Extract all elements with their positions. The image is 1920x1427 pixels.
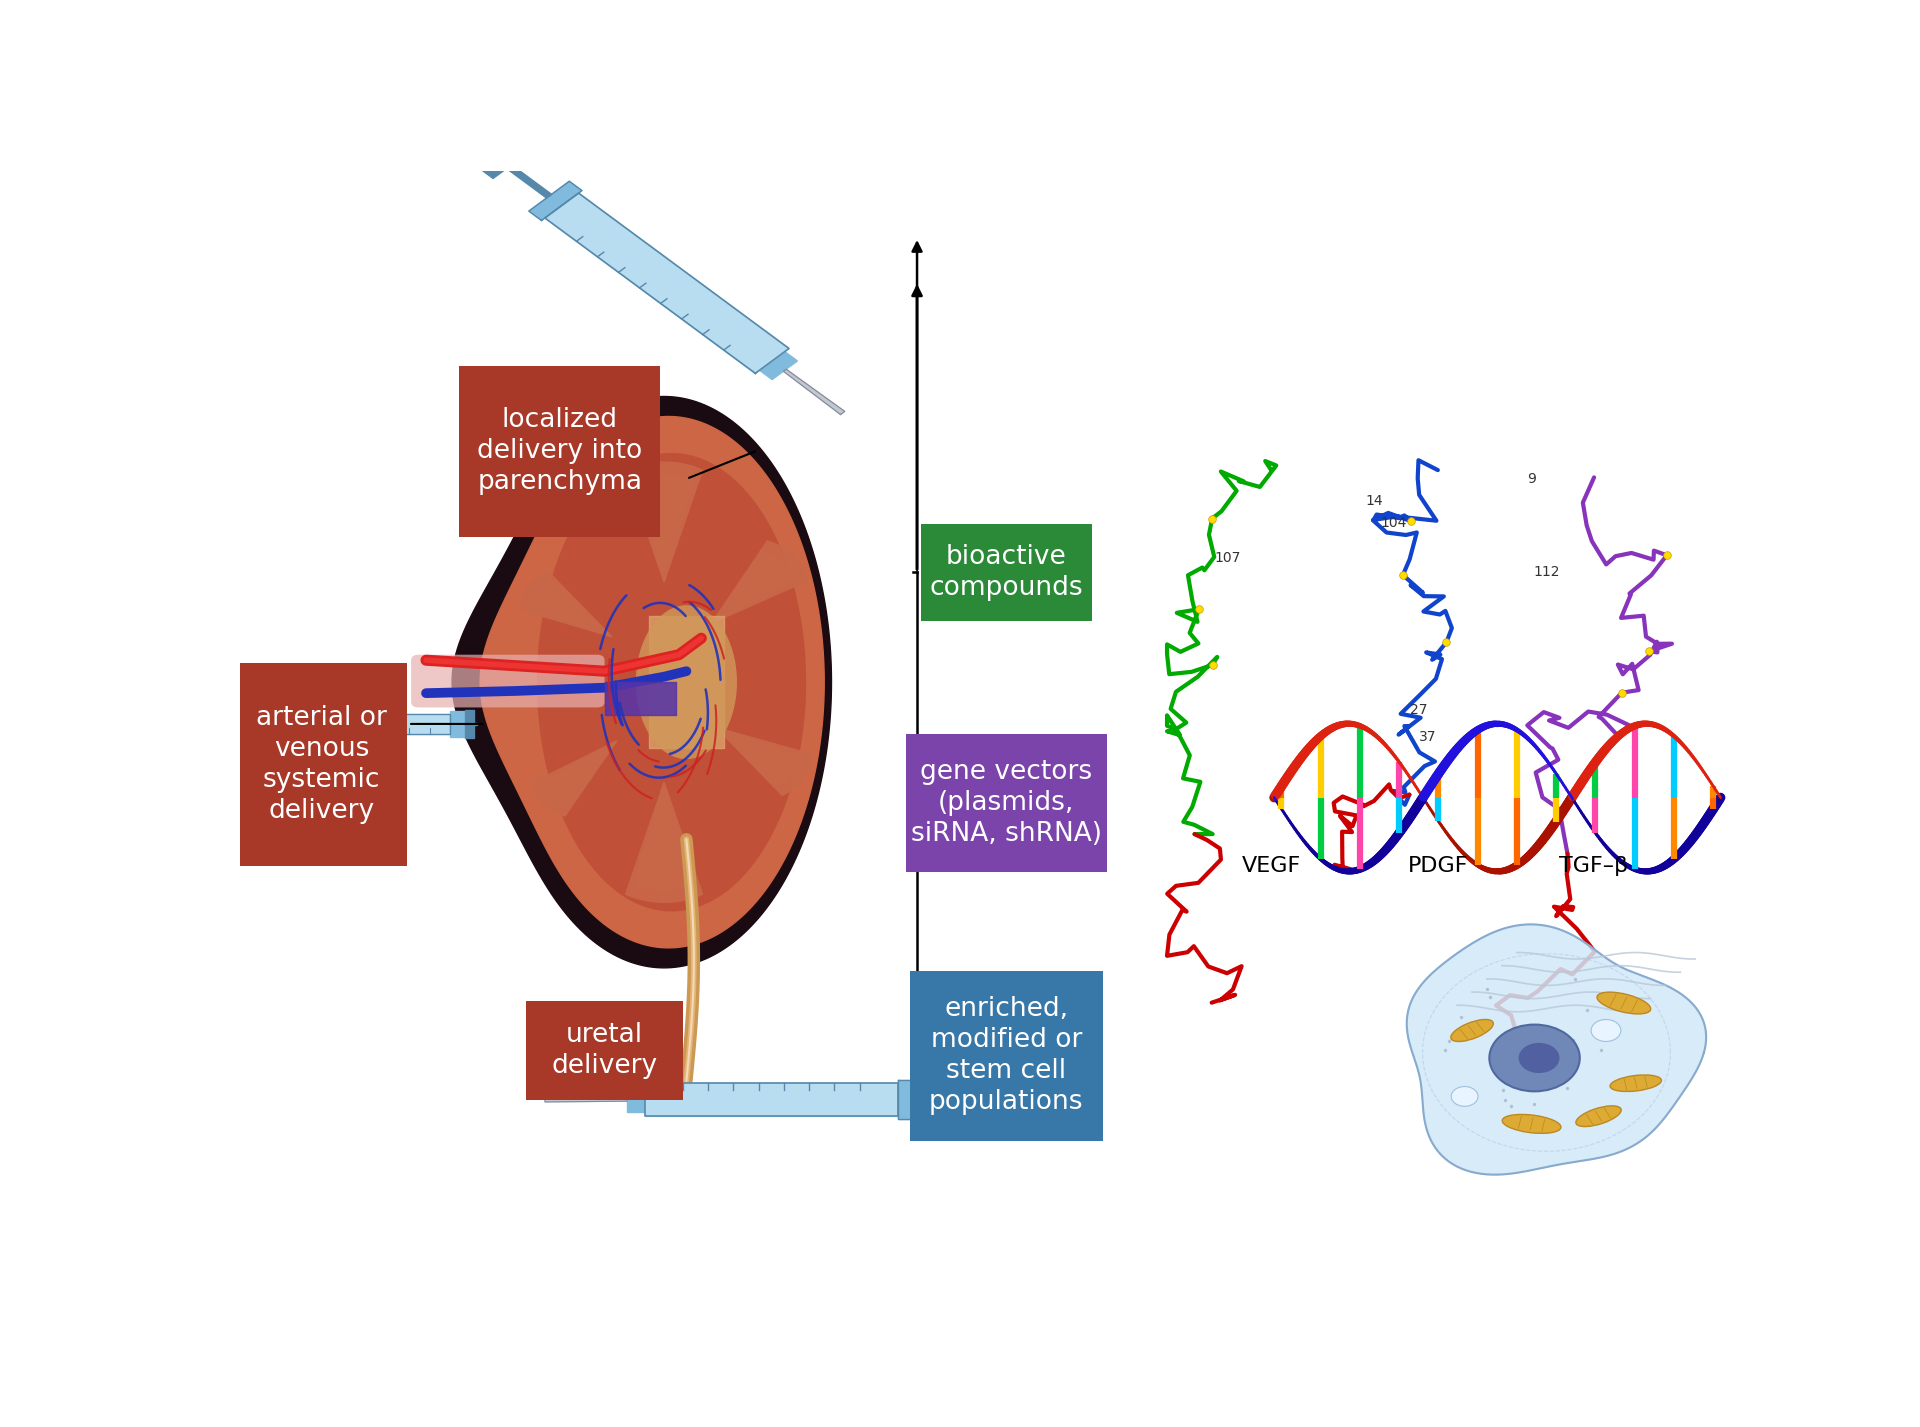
Polygon shape (626, 462, 703, 582)
Polygon shape (451, 397, 831, 968)
Polygon shape (532, 741, 616, 816)
Polygon shape (276, 722, 334, 726)
Polygon shape (538, 454, 806, 910)
Ellipse shape (1519, 1043, 1559, 1073)
Text: 112: 112 (1534, 565, 1559, 579)
Polygon shape (626, 782, 703, 902)
Polygon shape (634, 782, 693, 890)
FancyBboxPatch shape (236, 664, 407, 866)
Polygon shape (899, 1080, 916, 1120)
FancyBboxPatch shape (910, 970, 1102, 1142)
Text: localized
delivery into
parenchyma: localized delivery into parenchyma (478, 408, 643, 495)
Polygon shape (712, 551, 793, 624)
Polygon shape (716, 728, 797, 786)
Polygon shape (449, 711, 465, 736)
Polygon shape (545, 1097, 626, 1102)
Polygon shape (712, 541, 806, 624)
Text: 107: 107 (1215, 551, 1240, 565)
Text: 104: 104 (1380, 515, 1405, 529)
Text: uretal
delivery: uretal delivery (551, 1022, 659, 1079)
Polygon shape (916, 1097, 972, 1102)
Ellipse shape (636, 605, 737, 759)
Polygon shape (626, 1087, 645, 1112)
Ellipse shape (1576, 1106, 1620, 1126)
Text: arterial or
venous
systemic
delivery: arterial or venous systemic delivery (257, 705, 388, 823)
Ellipse shape (1597, 992, 1651, 1015)
Text: 14: 14 (1365, 494, 1382, 508)
FancyBboxPatch shape (459, 367, 660, 537)
Ellipse shape (1490, 1025, 1580, 1092)
Text: gene vectors
(plasmids,
siRNA, shRNA): gene vectors (plasmids, siRNA, shRNA) (910, 759, 1102, 848)
Polygon shape (543, 741, 616, 808)
Polygon shape (465, 711, 474, 738)
Polygon shape (528, 181, 582, 220)
FancyBboxPatch shape (411, 655, 605, 708)
Ellipse shape (1611, 1075, 1661, 1092)
Text: VEGF: VEGF (1242, 856, 1302, 876)
Ellipse shape (1501, 1114, 1561, 1133)
Text: enriched,
modified or
stem cell
populations: enriched, modified or stem cell populati… (929, 996, 1083, 1116)
Polygon shape (1407, 925, 1707, 1174)
Text: 27: 27 (1409, 702, 1427, 716)
Polygon shape (634, 474, 693, 582)
Polygon shape (716, 728, 810, 795)
Polygon shape (645, 1083, 899, 1116)
Text: 37: 37 (1419, 731, 1436, 743)
Polygon shape (507, 164, 551, 198)
FancyBboxPatch shape (526, 1000, 684, 1100)
Polygon shape (480, 417, 824, 948)
Polygon shape (972, 1085, 995, 1116)
Text: 9: 9 (1526, 472, 1536, 487)
Polygon shape (349, 714, 449, 733)
FancyBboxPatch shape (922, 524, 1092, 621)
FancyBboxPatch shape (906, 735, 1106, 872)
Polygon shape (760, 351, 797, 380)
Polygon shape (783, 370, 845, 414)
Polygon shape (478, 143, 524, 178)
Polygon shape (334, 712, 349, 736)
Text: TGF–β: TGF–β (1559, 856, 1628, 876)
Polygon shape (534, 579, 612, 636)
Polygon shape (545, 193, 789, 374)
Text: bioactive
compounds: bioactive compounds (929, 544, 1083, 601)
Circle shape (1452, 1086, 1478, 1106)
Polygon shape (522, 572, 612, 636)
Circle shape (1592, 1019, 1620, 1042)
Polygon shape (465, 722, 476, 725)
Text: PDGF: PDGF (1407, 856, 1469, 876)
Ellipse shape (1452, 1019, 1494, 1042)
